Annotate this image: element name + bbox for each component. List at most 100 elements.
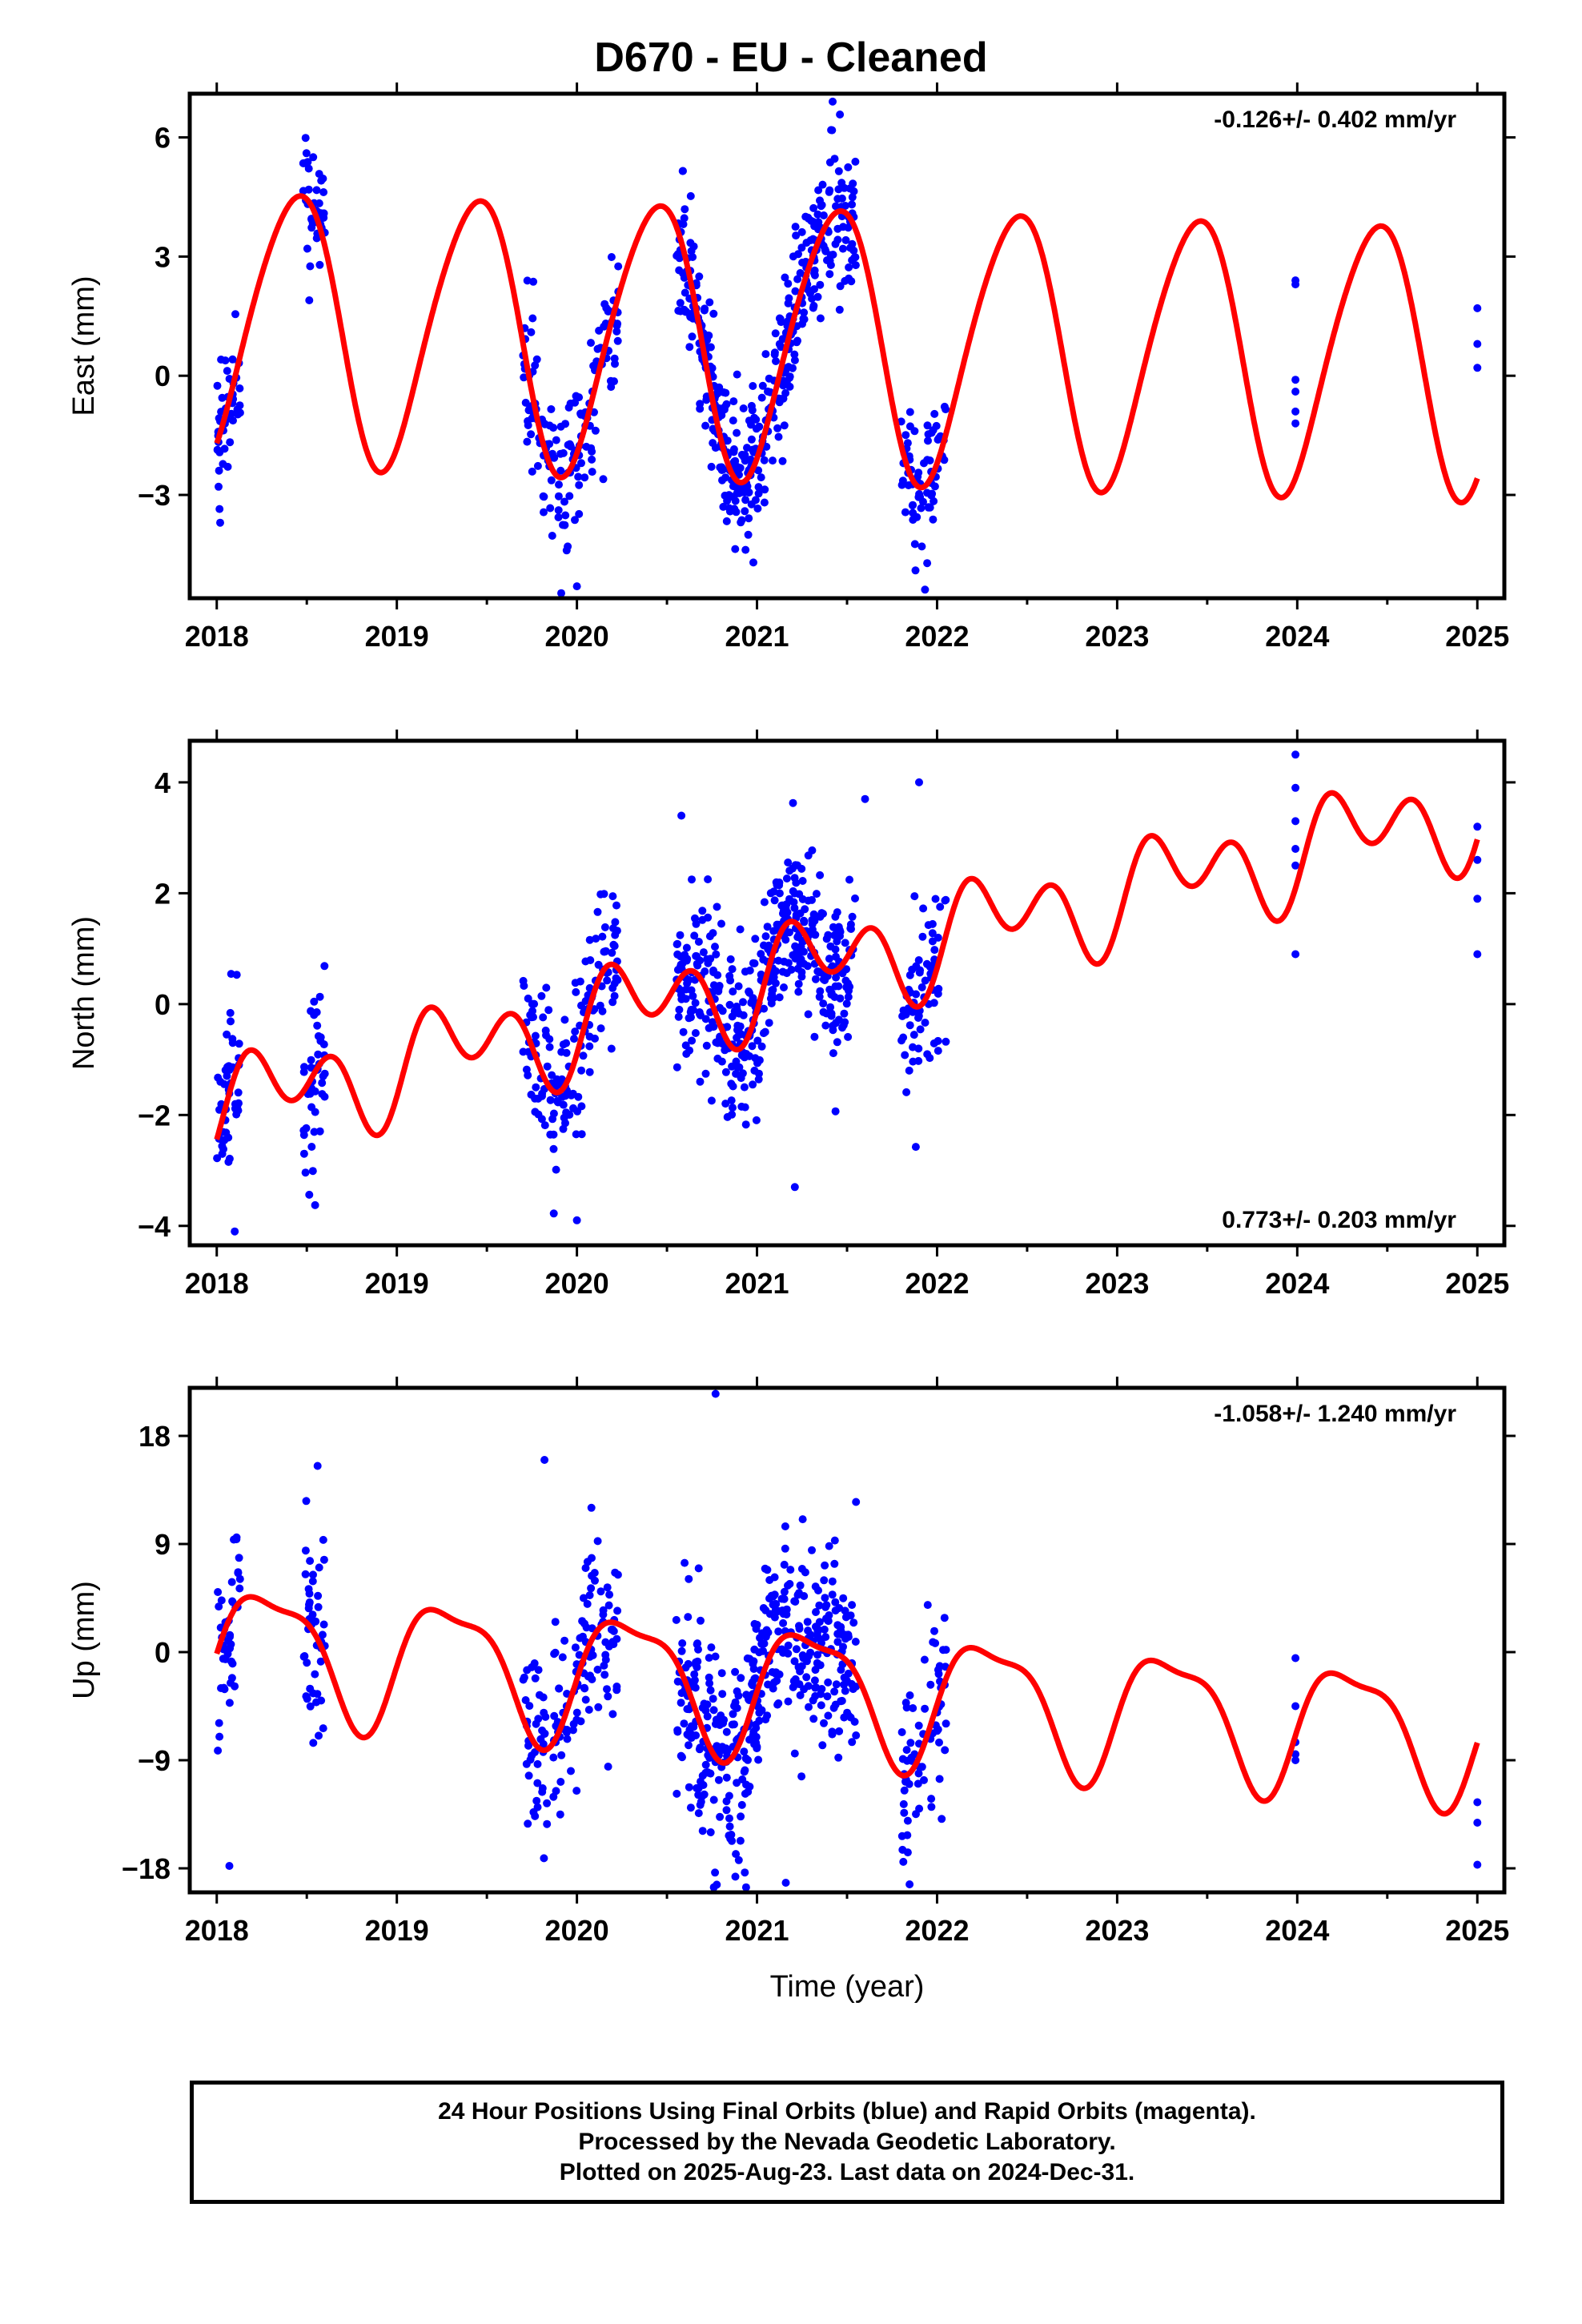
east-data-point [737, 516, 746, 525]
north-data-point [299, 1149, 308, 1158]
east-data-point [557, 589, 565, 597]
east-data-point [552, 436, 560, 444]
east-data-point [898, 476, 907, 485]
east-data-point [903, 439, 912, 448]
up-data-point [526, 1755, 535, 1764]
east-data-point [217, 356, 226, 364]
up-data-point [315, 1563, 323, 1572]
up-data-point [694, 1564, 703, 1573]
north-data-point [757, 970, 765, 979]
east-data-point [760, 456, 769, 464]
north-data-point [593, 907, 602, 916]
north-data-point [577, 1066, 586, 1075]
up-data-point [740, 1767, 749, 1776]
up-data-point [784, 1697, 793, 1706]
up-data-point [718, 1743, 727, 1751]
east-data-point [757, 473, 765, 482]
up-data-point [815, 1601, 824, 1610]
north-data-point [677, 811, 686, 820]
east-data-point [309, 153, 318, 162]
east-data-point [790, 356, 799, 364]
up-data-point [716, 1812, 725, 1821]
east-data-point [599, 475, 608, 484]
north-data-point [733, 1002, 741, 1011]
east-data-point [910, 540, 919, 549]
up-data-point [812, 1683, 821, 1692]
north-data-point [791, 861, 800, 870]
north-data-point [531, 1108, 540, 1116]
east-data-point [548, 532, 556, 540]
north-data-point [709, 1023, 718, 1031]
east-data-point [733, 428, 741, 437]
north-data-point [749, 959, 757, 967]
up-data-point [941, 1746, 950, 1755]
north-y-tick-label: 2 [155, 877, 171, 910]
east-data-point [825, 158, 834, 167]
north-data-point [712, 1038, 721, 1047]
up-data-point [841, 1687, 849, 1695]
east-data-point [848, 193, 857, 202]
east-data-point [828, 126, 837, 135]
north-data-point [673, 939, 682, 948]
east-data-point [705, 298, 714, 307]
north-data-point [688, 875, 696, 884]
east-y-tick-label: 3 [155, 240, 171, 273]
up-data-point [777, 1594, 786, 1603]
up-data-point [740, 1747, 749, 1756]
east-data-point [613, 336, 622, 345]
up-data-point [549, 1792, 558, 1801]
east-data-point [1291, 388, 1300, 396]
east-data-point [851, 157, 860, 166]
up-data-point [835, 1727, 844, 1735]
up-data-point [900, 1786, 909, 1795]
north-data-point [804, 1010, 813, 1019]
north-data-point [574, 1092, 583, 1101]
east-data-point [924, 436, 932, 445]
up-data-point [839, 1594, 848, 1602]
north-data-point [725, 1000, 734, 1009]
east-data-point [304, 164, 313, 173]
up-data-point [935, 1775, 944, 1783]
east-data-point [688, 332, 697, 341]
up-data-point [673, 1677, 682, 1686]
north-data-point [800, 918, 809, 927]
north-data-point [1291, 950, 1300, 959]
up-data-point [808, 1546, 816, 1554]
east-data-point [792, 231, 801, 240]
north-data-point [760, 1004, 769, 1013]
north-data-point [787, 965, 796, 974]
north-data-point [598, 932, 607, 941]
up-data-point [759, 1604, 768, 1612]
north-data-point [747, 999, 756, 1007]
up-data-point [914, 1769, 923, 1778]
east-data-point [676, 299, 685, 308]
up-data-point [701, 1760, 710, 1769]
up-data-point [524, 1819, 532, 1828]
east-data-point [319, 188, 328, 196]
east-data-point [744, 530, 753, 539]
up-data-point [715, 1718, 724, 1727]
east-data-point [215, 466, 223, 475]
up-data-point [695, 1745, 704, 1754]
north-data-point [685, 1014, 693, 1023]
up-x-tick-label: 2024 [1265, 1914, 1329, 1947]
up-data-point [705, 1679, 714, 1687]
east-data-point [686, 239, 695, 247]
north-data-point [934, 989, 942, 998]
up-data-point [672, 1615, 681, 1624]
north-data-point [767, 999, 776, 1007]
up-data-point [839, 1642, 847, 1651]
up-data-point [315, 1731, 323, 1740]
north-data-point [749, 1080, 757, 1089]
up-data-point [214, 1588, 223, 1596]
up-data-point [563, 1735, 572, 1743]
east-data-point [612, 327, 621, 336]
east-data-point [547, 405, 556, 413]
up-data-point [538, 1787, 547, 1796]
east-data-point [540, 420, 549, 428]
up-data-point [796, 1581, 805, 1590]
east-rate-label: -0.126+/- 0.402 mm/yr [1214, 107, 1456, 133]
up-data-point [899, 1799, 908, 1808]
north-data-point [751, 935, 760, 943]
